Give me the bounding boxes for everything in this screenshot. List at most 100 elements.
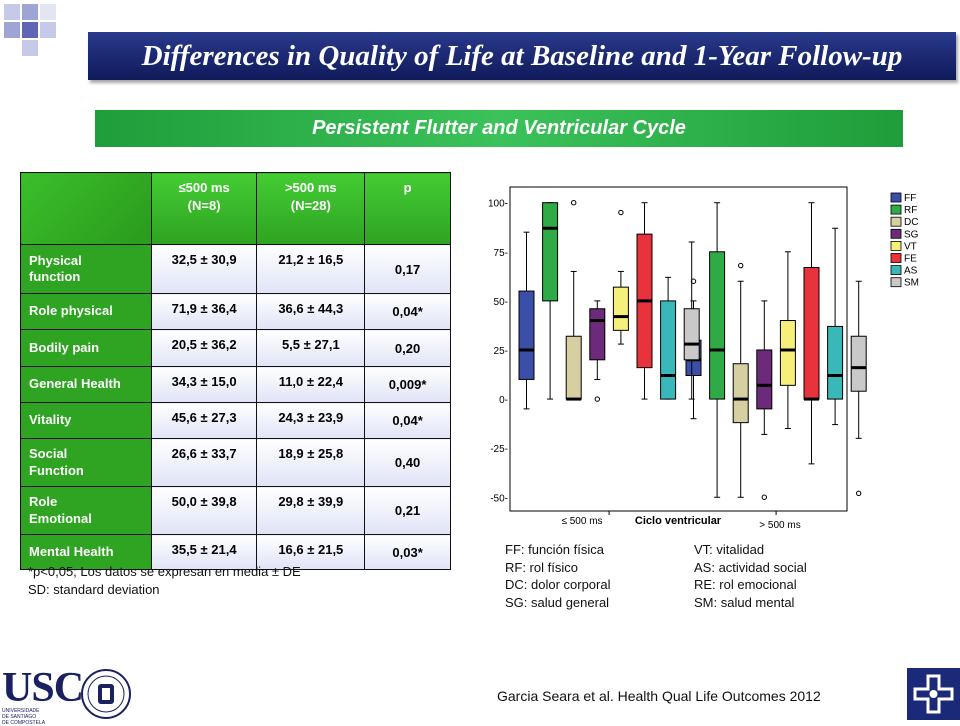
legend-swatch <box>890 253 902 263</box>
y-tick-label: -50- <box>490 493 508 504</box>
box-dc <box>732 363 749 424</box>
table-row: Physical function 32,5 ± 30,9 21,2 ± 16,5… <box>20 244 451 294</box>
university-seal-icon <box>81 669 131 719</box>
legend-swatch <box>890 228 902 239</box>
table-note: *p<0,05; Los datos se expresan en media … <box>28 563 301 598</box>
p-value: 0,20 <box>364 329 451 367</box>
abbreviation: SM: salud mental <box>694 594 795 610</box>
table-corner-cell <box>20 172 152 245</box>
value-gt500: 11,0 ± 22,4 <box>256 366 366 403</box>
table-row: Bodily pain 20,5 ± 36,2 5,5 ± 27,1 0,20 <box>20 329 451 367</box>
abbreviation: FF: función física <box>505 542 604 557</box>
table-row: Social Function 26,6 ± 33,7 18,9 ± 25,8 0… <box>20 438 451 487</box>
y-tick-label: 0- <box>499 395 508 406</box>
value-le500: 71,9 ± 36,4 <box>150 293 258 330</box>
p-value: 0,17 <box>364 244 451 294</box>
row-label: Bodily pain <box>20 329 152 367</box>
outlier-point <box>571 200 577 206</box>
usc-logo-text: USC <box>2 665 84 711</box>
p-value: 0,009* <box>364 366 451 403</box>
legend-swatch <box>890 265 902 276</box>
y-tick-label: 75- <box>494 248 508 259</box>
box-sm <box>850 335 867 392</box>
outlier-point <box>856 490 862 497</box>
abbreviations-right: VT: vitalidad AS: actividad social RE: r… <box>694 541 807 611</box>
note-line: *p<0,05; Los datos se expresan en media … <box>28 564 301 579</box>
legend-label: SG <box>904 229 919 240</box>
box-ff <box>518 290 535 380</box>
slide-subtitle: Persistent Flutter and Ventricular Cycle <box>312 117 686 139</box>
plot-frame <box>509 186 848 512</box>
legend-label: DC <box>904 217 918 228</box>
box-vt <box>779 320 796 386</box>
box-as <box>660 300 677 400</box>
row-label: Social Function <box>20 438 152 487</box>
subtitle-bar: Persistent Flutter and Ventricular Cycle <box>95 110 903 147</box>
value-le500: 32,5 ± 30,9 <box>150 244 258 294</box>
legend-label: VT <box>904 241 917 252</box>
abbreviations-left: FF: función física RF: rol físico DC: do… <box>505 541 611 611</box>
box-rf <box>542 202 559 302</box>
outlier-point <box>738 262 744 269</box>
legend-swatch <box>890 277 902 288</box>
table-row: Mental Health 35,5 ± 21,4 16,6 ± 21,5 0,… <box>20 534 451 570</box>
box-sg <box>756 349 773 410</box>
outlier-point <box>761 494 767 500</box>
value-gt500: 29,8 ± 39,9 <box>256 486 366 535</box>
cross-logo-icon <box>907 668 960 720</box>
header-le500-label: ≤500 ms <box>178 180 230 195</box>
legend-label: FE <box>904 254 917 265</box>
p-value: 0,04* <box>364 293 451 330</box>
header-p-label: p <box>403 180 412 195</box>
row-label: Role physical <box>20 293 152 330</box>
legend-swatch <box>890 240 902 251</box>
y-tick-label: 100- <box>488 199 508 210</box>
value-le500: 26,6 ± 33,7 <box>150 438 258 487</box>
box-dc <box>565 335 582 400</box>
value-le500: 45,6 ± 27,3 <box>150 402 258 439</box>
box-plot: 100- 75- 50- 25- 0- -25- -50- ≤ 500 ms > 500 ms C… <box>488 186 919 531</box>
value-gt500: 5,5 ± 27,1 <box>256 329 366 367</box>
box-rf <box>709 251 726 400</box>
row-label: Vitality <box>20 402 152 439</box>
legend-label: FF <box>904 193 916 204</box>
box-sg <box>589 308 606 361</box>
abbreviation: DC: dolor corporal <box>505 577 611 593</box>
value-le500: 34,3 ± 15,0 <box>150 366 258 403</box>
y-tick-label: 50- <box>494 297 508 308</box>
row-label: General Health <box>20 366 152 403</box>
legend-label: AS <box>904 266 918 277</box>
legend-label: SM <box>904 278 919 289</box>
header-p: p <box>364 172 451 245</box>
header-le500: ≤500 ms (N=8) <box>150 172 258 245</box>
y-tick-label: -25- <box>490 444 508 455</box>
value-le500: 50,0 ± 39,8 <box>150 486 258 535</box>
value-gt500: 36,6 ± 44,3 <box>256 293 366 330</box>
box-fe <box>803 267 820 400</box>
value-gt500: 24,3 ± 23,9 <box>256 402 366 439</box>
title-bar: Differences in Quality of Life at Baseli… <box>88 32 956 80</box>
value-gt500: 21,2 ± 16,5 <box>256 244 366 294</box>
x-group-label: > 500 ms <box>759 520 800 531</box>
note-line: SD: standard deviation <box>28 581 160 597</box>
x-axis-label: Ciclo ventricular <box>635 515 722 527</box>
citation: Garcia Seara et al. Health Qual Life Out… <box>497 688 821 704</box>
header-gt500-n: (N=28) <box>290 197 331 213</box>
box-as <box>827 325 844 400</box>
value-le500: 20,5 ± 36,2 <box>150 329 258 367</box>
legend-swatch <box>890 192 902 203</box>
abbreviation: VT: vitalidad <box>694 542 765 557</box>
usc-logo: USC UNIVERSIDADE DE SANTIAGO DE COMPOSTE… <box>2 665 84 726</box>
corner-decoration <box>4 4 56 56</box>
abbreviation: RE: rol emocional <box>694 577 797 593</box>
header-gt500: >500 ms (N=28) <box>256 172 366 245</box>
legend-swatch <box>890 204 902 215</box>
row-label: Role Emotional <box>20 486 152 535</box>
header-gt500-label: >500 ms <box>284 180 337 195</box>
p-value: 0,03* <box>364 534 451 570</box>
table-row: Role physical 71,9 ± 36,4 36,6 ± 44,3 0,… <box>20 293 451 330</box>
p-value: 0,04* <box>364 402 451 439</box>
value-gt500: 18,9 ± 25,8 <box>256 438 366 487</box>
box-vt <box>612 286 629 331</box>
value-gt500: 16,6 ± 21,5 <box>256 534 366 570</box>
